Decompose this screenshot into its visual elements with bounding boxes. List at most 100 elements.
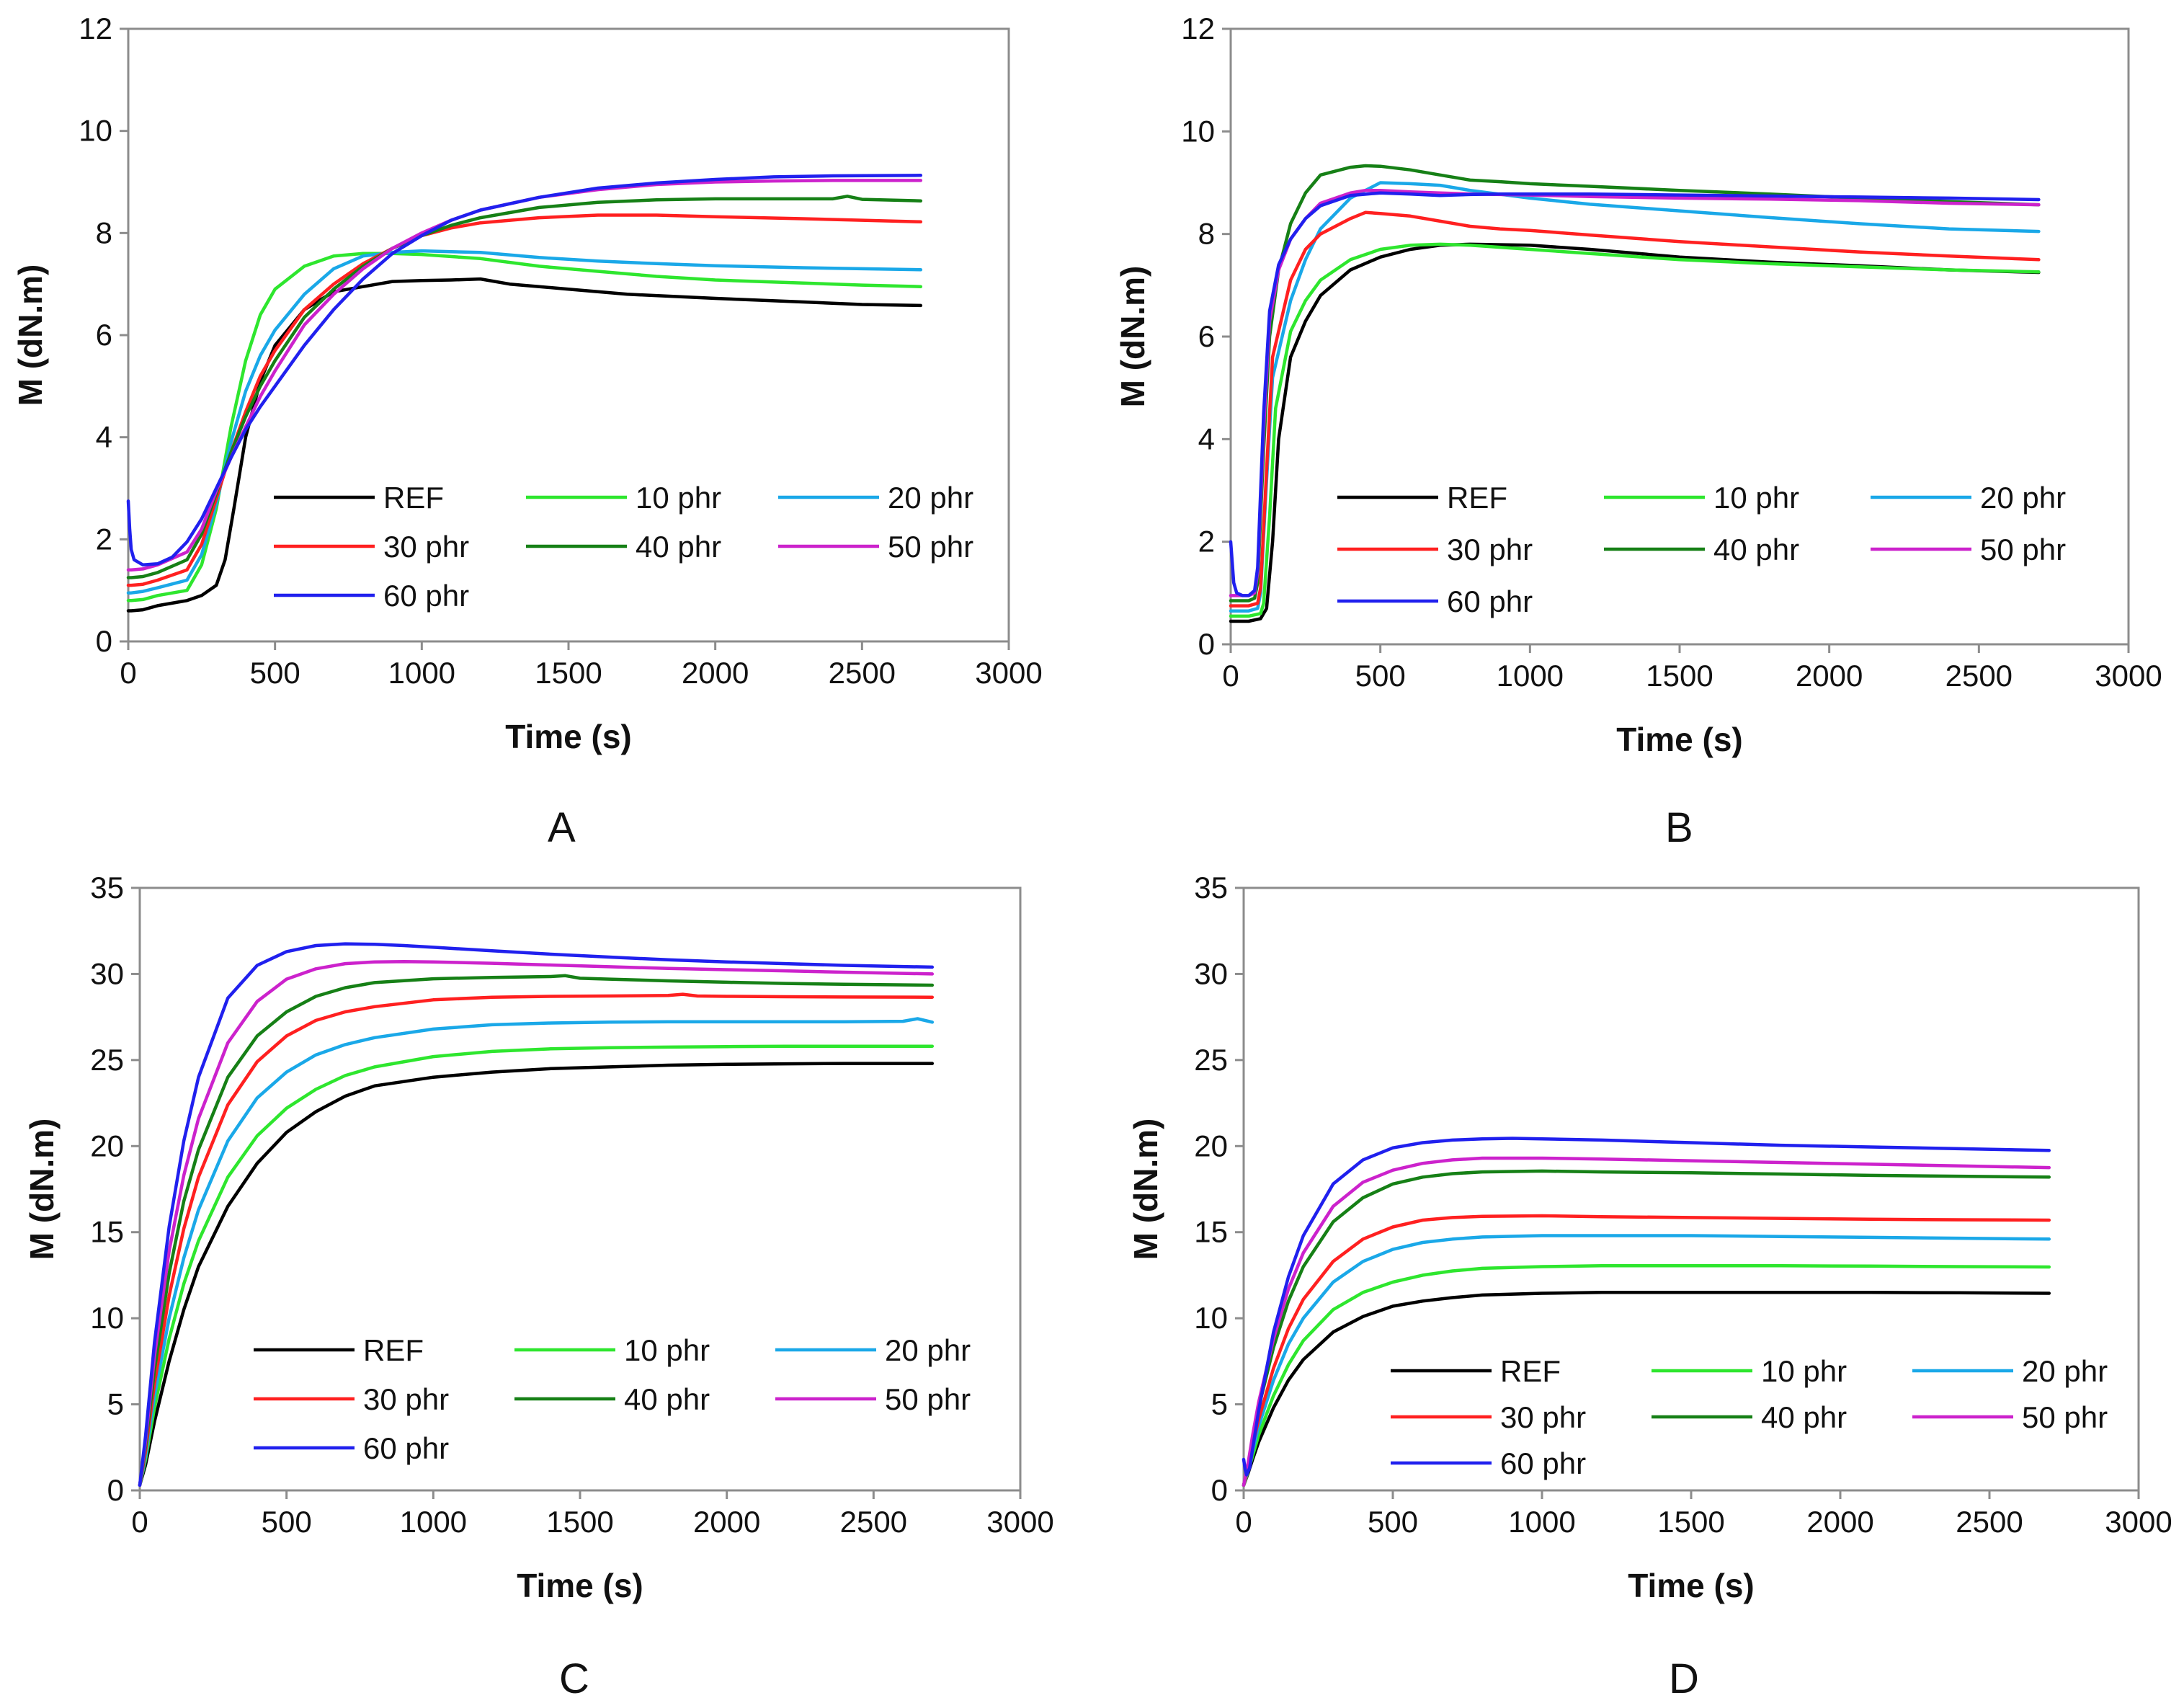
chart-svg-a: 0 2 4 6 8 10 12 0 500 1000 1500 2000 2500 3000 Time (s… (12, 12, 1043, 755)
x-tick-label: 2000 (682, 656, 749, 690)
chart-svg-d: 0 5 10 15 20 25 30 35 0 500 1000 1500 2000 2500 3000 Ti… (1127, 871, 2172, 1604)
legend-label-20-phr: 20 phr (885, 1333, 971, 1367)
x-tick-label: 0 (1222, 659, 1239, 693)
series-line-10-phr (1242, 1264, 2051, 1488)
legend-label-ref: REF (1500, 1354, 1561, 1388)
y-tick-label: 30 (90, 956, 124, 990)
x-axis-title: Time (s) (505, 718, 632, 755)
series-line-60-phr (126, 174, 923, 567)
series-line-40-phr (138, 974, 935, 1488)
series-line-10-phr (138, 1044, 935, 1488)
legend-label-60-phr: 60 phr (1447, 584, 1533, 618)
panel-label-b: B (1665, 804, 1693, 851)
panel-label-a: A (548, 804, 576, 851)
series-line-ref (138, 1062, 935, 1488)
legend-label-40-phr: 40 phr (636, 530, 721, 564)
y-tick-label: 4 (96, 420, 112, 454)
x-axis-title: Time (s) (1616, 721, 1743, 758)
legend-label-30-phr: 30 phr (383, 530, 469, 564)
x-tick-label: 2000 (1796, 659, 1863, 693)
legend-label-30-phr: 30 phr (363, 1382, 449, 1416)
legend-label-ref: REF (1447, 481, 1507, 515)
legend-label-60-phr: 60 phr (363, 1431, 449, 1465)
x-tick-label: 1000 (1508, 1505, 1575, 1539)
series-line-30-phr (1242, 1214, 2051, 1488)
x-tick-label: 1500 (1646, 659, 1713, 693)
x-axis-title: Time (s) (1628, 1567, 1755, 1604)
legend-label-40-phr: 40 phr (624, 1382, 710, 1416)
legend-label-10-phr: 10 phr (624, 1333, 710, 1367)
y-tick-label: 0 (1211, 1473, 1228, 1507)
x-tick-label: 500 (1368, 1505, 1418, 1539)
chart-svg-c: 0 5 10 15 20 25 30 35 0 500 1000 1500 2000 2500 3000 Ti… (23, 871, 1054, 1604)
series-line-50-phr (1242, 1156, 2051, 1488)
panel-label-c: C (559, 1655, 589, 1702)
series-line-60-phr (138, 942, 935, 1488)
series-line-20-phr (126, 249, 923, 595)
y-tick-label: 35 (1194, 871, 1228, 904)
y-tick-label: 4 (1198, 422, 1215, 455)
x-tick-label: 1000 (388, 656, 455, 690)
y-tick-label: 8 (1198, 217, 1215, 251)
panel-label-d: D (1669, 1655, 1699, 1702)
y-tick-label: 25 (90, 1043, 124, 1077)
legend-label-60-phr: 60 phr (1500, 1446, 1586, 1480)
y-tick-label: 6 (96, 318, 112, 352)
legend-label-10-phr: 10 phr (1761, 1354, 1847, 1388)
x-tick-label: 3000 (2105, 1505, 2172, 1539)
legend-label-40-phr: 40 phr (1761, 1400, 1847, 1434)
series-line-ref (1242, 1291, 2051, 1488)
x-tick-label: 3000 (975, 656, 1042, 690)
chart-svg-b: 0 2 4 6 8 10 12 0 500 1000 1500 2000 2500 3000 Time (s… (1114, 12, 2162, 758)
y-tick-label: 2 (1198, 525, 1215, 559)
series-line-30-phr (126, 213, 923, 587)
legend-label-30-phr: 30 phr (1500, 1400, 1586, 1434)
x-tick-label: 2500 (829, 656, 896, 690)
x-tick-label: 0 (120, 656, 136, 690)
legend-label-50-phr: 50 phr (2022, 1400, 2108, 1434)
series-line-50-phr (126, 179, 923, 572)
y-tick-label: 35 (90, 871, 124, 904)
legend-label-50-phr: 50 phr (888, 530, 973, 564)
x-tick-label: 2000 (1806, 1505, 1873, 1539)
series-line-30-phr (1229, 210, 2041, 608)
y-axis-title: M (dN.m) (1127, 1119, 1164, 1260)
y-tick-label: 5 (107, 1387, 124, 1421)
legend-label-50-phr: 50 phr (1980, 533, 2066, 566)
legend-label-30-phr: 30 phr (1447, 533, 1533, 566)
x-tick-label: 0 (131, 1505, 148, 1539)
series-line-40-phr (1229, 164, 2041, 603)
x-tick-label: 1000 (400, 1505, 467, 1539)
y-tick-label: 20 (1194, 1129, 1228, 1162)
series-line-ref (126, 277, 923, 613)
legend-label-ref: REF (383, 481, 444, 515)
series-line-50-phr (1229, 188, 2041, 597)
x-tick-label: 2500 (1956, 1505, 2023, 1539)
y-axis-title: M (dN.m) (23, 1119, 61, 1260)
x-tick-label: 2500 (1945, 659, 2013, 693)
series-line-20-phr (1242, 1234, 2051, 1488)
x-tick-label: 0 (1235, 1505, 1252, 1539)
y-tick-label: 10 (1181, 114, 1215, 148)
y-tick-label: 12 (79, 12, 112, 45)
chart-panel-d: 0 5 10 15 20 25 30 35 0 500 1000 1500 2000 2500 3000 Ti… (1092, 848, 2184, 1702)
series-line-ref (1229, 242, 2041, 623)
series-line-40-phr (126, 195, 923, 579)
y-tick-label: 0 (107, 1473, 124, 1507)
plot-frame-a (127, 27, 1010, 643)
legend-label-20-phr: 20 phr (888, 481, 973, 515)
series-line-10-phr (126, 252, 923, 603)
legend-label-20-phr: 20 phr (2022, 1354, 2108, 1388)
series-line-20-phr (138, 1017, 935, 1488)
y-tick-label: 10 (1194, 1301, 1228, 1335)
x-tick-label: 2500 (840, 1505, 907, 1539)
legend-label-ref: REF (363, 1333, 424, 1367)
y-tick-label: 8 (96, 215, 112, 249)
y-tick-label: 2 (96, 522, 112, 556)
y-tick-label: 10 (79, 114, 112, 148)
x-axis-title: Time (s) (517, 1567, 643, 1604)
x-tick-label: 3000 (2095, 659, 2162, 693)
x-tick-label: 3000 (986, 1505, 1053, 1539)
y-tick-label: 15 (1194, 1215, 1228, 1249)
legend-label-40-phr: 40 phr (1713, 533, 1799, 566)
